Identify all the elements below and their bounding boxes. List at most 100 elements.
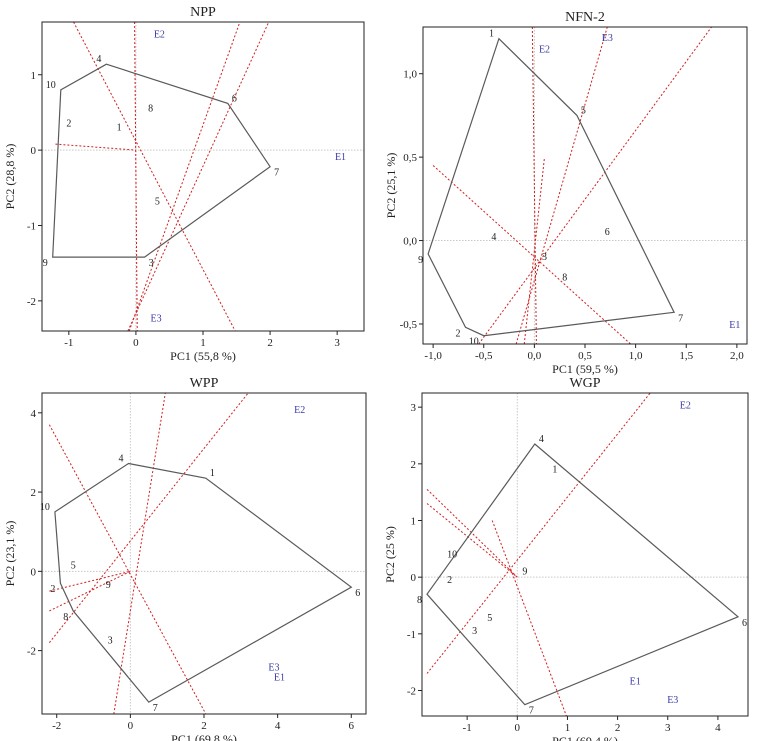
x-tick-label: 0 xyxy=(515,722,521,734)
genotype-label: 1 xyxy=(552,465,557,476)
convex-hull-polygon xyxy=(426,443,740,706)
x-tick-label: 1,5 xyxy=(679,350,693,362)
genotype-label: 4 xyxy=(491,232,496,243)
genotype-label: 1 xyxy=(117,123,122,134)
y-tick-label: 2 xyxy=(31,487,37,499)
x-axis-label: PC1 (59,5 %) xyxy=(552,362,618,376)
genotype-label: 9 xyxy=(522,567,527,578)
y-axis-label: PC2 (23,1 %) xyxy=(3,521,17,587)
plot-frame xyxy=(41,392,367,715)
y-tick-label: 1 xyxy=(31,70,37,82)
environment-vectors xyxy=(55,22,270,331)
x-tick-label: -2 xyxy=(52,720,61,732)
y-tick-label: 0 xyxy=(31,145,37,157)
y-tick-label: 0,5 xyxy=(403,152,417,164)
y-tick-label: -2 xyxy=(27,646,36,658)
environment-vector xyxy=(531,27,537,344)
x-tick-label: 2 xyxy=(267,337,273,349)
x-tick-label: 3 xyxy=(334,337,340,349)
genotype-label: 10 xyxy=(447,550,457,561)
genotype-label: 3 xyxy=(472,626,477,637)
environment-label: E3 xyxy=(268,662,279,673)
environment-label: E2 xyxy=(680,400,691,411)
environment-vector xyxy=(134,22,138,331)
genotype-label: 4 xyxy=(96,54,101,65)
y-tick-label: 1,0 xyxy=(403,69,417,81)
chart-title: WPP xyxy=(190,376,219,391)
environment-vector xyxy=(49,570,131,612)
genotype-label: 7 xyxy=(678,313,683,324)
plot-frame xyxy=(421,392,749,717)
genotype-label: 6 xyxy=(742,618,747,629)
environment-vector xyxy=(48,424,207,714)
chart-title: WGP xyxy=(569,376,600,391)
environment-label: E1 xyxy=(729,320,740,331)
genotype-label: 2 xyxy=(447,575,452,586)
environment-vectors xyxy=(432,27,712,344)
convex-hull-polygon xyxy=(427,37,676,337)
y-tick-label: 0 xyxy=(411,572,417,584)
genotype-label: 8 xyxy=(148,104,153,115)
y-tick-label: 0,0 xyxy=(403,236,417,248)
x-tick-label: 4 xyxy=(715,722,721,734)
genotype-label: 9 xyxy=(106,580,111,591)
biplot-panel-nfn-2: 1 5 7 10 2 9 4 3 6 8 E2 E3 E1 -1,0 -0,5 0,0 0,5 1,0 1,5 2,0… xyxy=(384,10,748,376)
x-axis-label: PC1 (69,8 %) xyxy=(171,732,237,741)
x-tick-label: -1 xyxy=(463,722,472,734)
x-tick-label: 3 xyxy=(665,722,671,734)
y-tick-label: -0,5 xyxy=(400,319,418,331)
plot-frame xyxy=(422,26,748,345)
environment-vector xyxy=(48,393,249,643)
chart-title: NPP xyxy=(190,5,216,20)
environment-label: E3 xyxy=(150,313,161,324)
x-tick-label: 0,0 xyxy=(528,350,542,362)
genotype-label: 10 xyxy=(469,337,479,348)
genotype-label: 2 xyxy=(66,119,71,130)
genotype-label: 6 xyxy=(232,93,237,104)
y-tick-label: 2 xyxy=(411,459,417,471)
genotype-label: 2 xyxy=(50,584,55,595)
x-tick-label: 1,0 xyxy=(629,350,643,362)
genotype-label: 2 xyxy=(456,328,461,339)
x-tick-label: 0 xyxy=(128,720,134,732)
genotype-label: 4 xyxy=(119,454,124,465)
y-tick-label: 3 xyxy=(411,402,417,414)
x-tick-label: 0 xyxy=(133,337,139,349)
genotype-label: 3 xyxy=(149,258,154,269)
environment-label: E3 xyxy=(602,33,613,44)
x-tick-label: 2 xyxy=(615,722,621,734)
environment-vector xyxy=(49,570,131,592)
y-tick-label: 0 xyxy=(31,566,37,578)
genotype-label: 7 xyxy=(274,168,279,179)
x-tick-label: -0,5 xyxy=(475,350,493,362)
environment-label: E1 xyxy=(630,676,641,687)
chart-title: NFN-2 xyxy=(565,10,605,25)
environment-label: E2 xyxy=(154,29,165,40)
environment-label: E2 xyxy=(539,45,550,56)
genotype-label: 8 xyxy=(63,612,68,623)
environment-vector xyxy=(491,520,567,716)
x-tick-label: 4 xyxy=(275,720,281,732)
environment-vector xyxy=(73,22,236,331)
genotype-label: 9 xyxy=(418,255,423,266)
environment-vector xyxy=(128,22,241,331)
y-axis-label: PC2 (25,1 %) xyxy=(384,153,398,219)
y-tick-label: 1 xyxy=(411,516,417,528)
environment-label: E3 xyxy=(667,695,678,706)
x-tick-label: -1 xyxy=(64,337,73,349)
y-tick-label: -2 xyxy=(407,686,416,698)
genotype-label: 3 xyxy=(108,636,113,647)
environment-vectors xyxy=(426,393,651,716)
x-tick-label: 2,0 xyxy=(730,350,744,362)
environment-label: E1 xyxy=(335,152,346,163)
environment-vector xyxy=(523,157,545,344)
genotype-label: 7 xyxy=(529,706,534,717)
environment-label: E2 xyxy=(294,405,305,416)
y-tick-label: -1 xyxy=(407,629,416,641)
genotype-label: 8 xyxy=(562,272,567,283)
x-tick-label: 6 xyxy=(349,720,355,732)
environment-vector xyxy=(113,393,166,714)
plot-frame xyxy=(41,21,365,332)
genotype-label: 1 xyxy=(210,468,215,479)
